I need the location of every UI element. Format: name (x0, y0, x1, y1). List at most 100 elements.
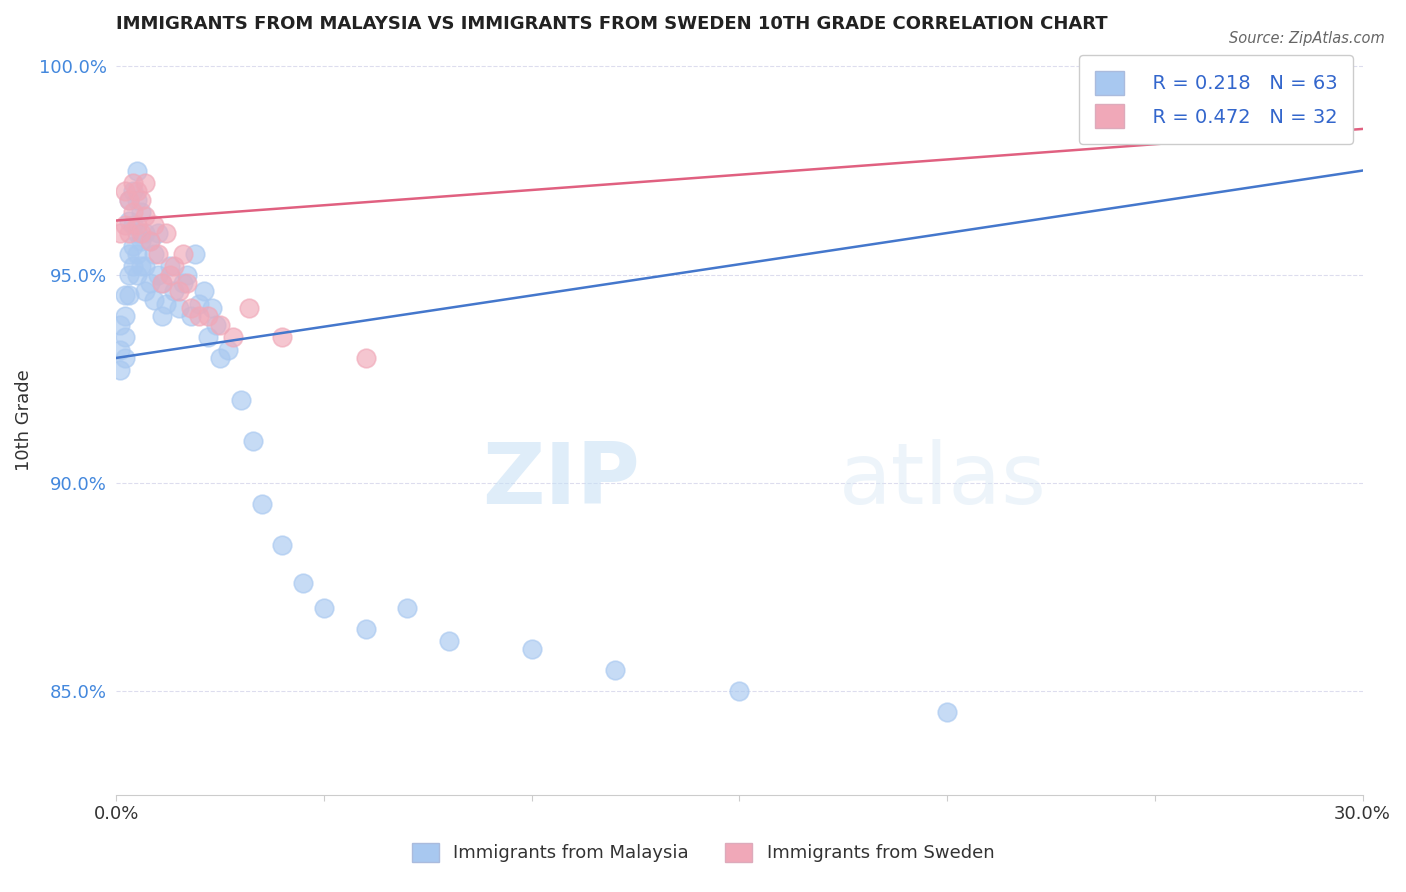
Point (122, 260, 145, 274)
Point (155, 297, 177, 311)
Point (217, 343, 239, 357)
Text: ZIP: ZIP (482, 439, 640, 522)
Point (146, 247, 169, 261)
Point (172, 276, 194, 290)
Point (134, 285, 156, 299)
Point (159, 268, 181, 282)
Point (180, 310, 202, 324)
Point (242, 434, 264, 449)
Point (221, 330, 243, 344)
Text: IMMIGRANTS FROM MALAYSIA VS IMMIGRANTS FROM SWEDEN 10TH GRADE CORRELATION CHART: IMMIGRANTS FROM MALAYSIA VS IMMIGRANTS F… (117, 15, 1108, 33)
Point (437, 634, 460, 648)
Point (129, 235, 152, 249)
Point (122, 176, 145, 190)
Point (150, 276, 173, 290)
Point (114, 288, 136, 302)
Point (167, 301, 190, 315)
Point (118, 213, 141, 227)
Point (138, 235, 160, 249)
Point (125, 247, 148, 261)
Point (155, 226, 177, 240)
Point (520, 642, 543, 657)
Point (201, 301, 224, 315)
Point (396, 600, 419, 615)
Point (129, 205, 152, 219)
Point (603, 663, 626, 677)
Text: Source: ZipAtlas.com: Source: ZipAtlas.com (1229, 31, 1385, 46)
Point (142, 293, 165, 307)
Point (180, 301, 202, 315)
Point (142, 218, 165, 232)
Point (354, 622, 377, 636)
Point (188, 310, 211, 324)
Point (118, 288, 141, 302)
Text: atlas: atlas (839, 439, 1047, 522)
Point (238, 301, 260, 315)
Point (146, 268, 169, 282)
Point (188, 297, 211, 311)
Point (118, 226, 141, 240)
Point (138, 235, 160, 249)
Point (172, 247, 194, 261)
Point (142, 247, 165, 261)
Point (129, 226, 152, 240)
Point (209, 318, 232, 332)
Point (197, 310, 219, 324)
Point (354, 351, 377, 365)
Point (122, 185, 145, 199)
Point (125, 185, 148, 199)
Point (114, 330, 136, 344)
Point (1268, 63, 1291, 78)
Point (936, 705, 959, 719)
Point (728, 684, 751, 698)
Point (134, 176, 156, 190)
Point (197, 330, 219, 344)
Point (125, 218, 148, 232)
Point (129, 260, 152, 274)
Point (125, 268, 148, 282)
Point (138, 276, 160, 290)
Point (209, 351, 232, 365)
Point (150, 310, 173, 324)
Point (129, 193, 152, 207)
Point (114, 351, 136, 365)
Point (205, 318, 228, 332)
Point (292, 575, 315, 590)
Point (193, 285, 215, 299)
Point (118, 247, 141, 261)
Point (163, 260, 186, 274)
Point (122, 205, 145, 219)
Point (114, 310, 136, 324)
Point (271, 330, 294, 344)
Y-axis label: 10th Grade: 10th Grade (15, 369, 32, 471)
Point (125, 163, 148, 178)
Point (110, 318, 132, 332)
Point (118, 193, 141, 207)
Point (114, 185, 136, 199)
Point (110, 363, 132, 377)
Point (150, 276, 173, 290)
Point (125, 193, 148, 207)
Point (271, 538, 294, 552)
Point (110, 343, 132, 357)
Point (176, 268, 198, 282)
Point (159, 260, 181, 274)
Point (312, 600, 335, 615)
Point (134, 260, 156, 274)
Point (118, 193, 141, 207)
Point (229, 392, 252, 407)
Legend:   R = 0.218   N = 63,   R = 0.472   N = 32: R = 0.218 N = 63, R = 0.472 N = 32 (1080, 55, 1353, 144)
Point (122, 218, 145, 232)
Point (184, 247, 207, 261)
Point (122, 238, 145, 252)
Point (176, 276, 198, 290)
Point (110, 226, 132, 240)
Point (134, 210, 156, 224)
Point (167, 285, 190, 299)
Point (134, 226, 156, 240)
Point (118, 268, 141, 282)
Point (146, 226, 169, 240)
Point (163, 285, 186, 299)
Point (125, 226, 148, 240)
Point (250, 497, 273, 511)
